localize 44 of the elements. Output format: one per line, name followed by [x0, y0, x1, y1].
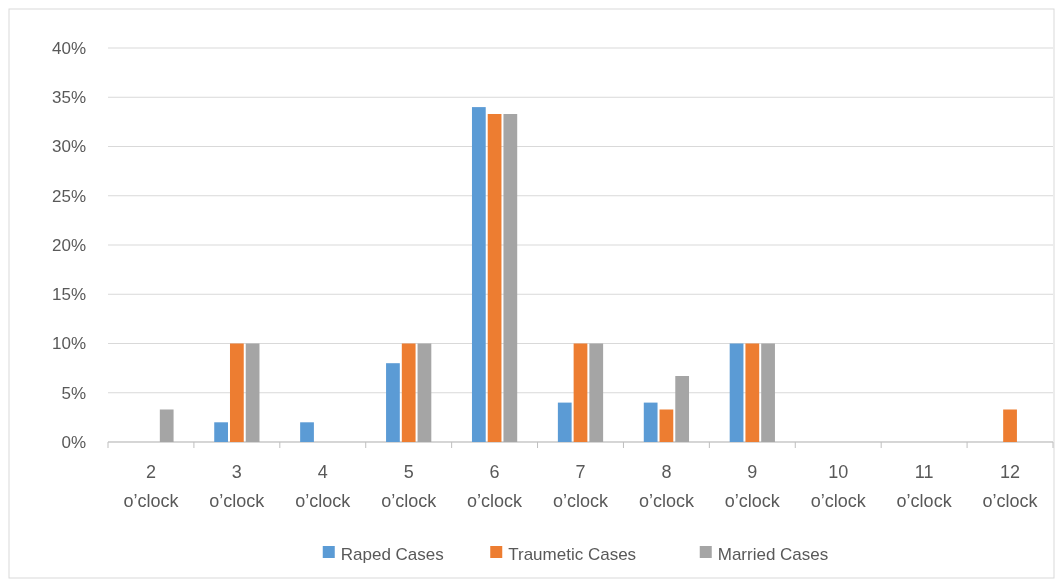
bar [159, 409, 174, 442]
bar [675, 376, 690, 442]
bar [745, 343, 760, 442]
y-tick-label: 20% [51, 235, 86, 255]
bar [1003, 409, 1017, 442]
bar [471, 107, 486, 442]
y-tick-label: 25% [51, 186, 86, 206]
y-tick-label: 5% [61, 383, 86, 403]
y-tick-label: 10% [51, 334, 86, 354]
bar [214, 422, 228, 442]
y-tick-label: 40% [51, 38, 86, 58]
y-tick-label: 35% [51, 88, 86, 108]
x-tick-label: 3 o’clock [209, 462, 266, 511]
legend-label: Traumetic Cases [508, 544, 637, 564]
x-tick-label: 10 o’clock [810, 462, 867, 511]
x-tick-label: 2 o’clock [123, 462, 180, 511]
bar [729, 343, 744, 442]
bar [643, 402, 658, 442]
x-tick-label: 7 o’clock [552, 462, 609, 511]
bar [229, 343, 244, 442]
x-tick-label: 11 o’clock [896, 462, 953, 511]
bar [417, 343, 432, 442]
x-tick-label: 12 o’clock [982, 462, 1039, 511]
y-tick-label: 15% [51, 285, 86, 305]
y-tick-label: 30% [51, 137, 86, 157]
bar [300, 422, 314, 442]
bar [245, 343, 260, 442]
legend-label: Married Cases [717, 544, 829, 564]
bar [557, 402, 572, 442]
legend-label: Raped Cases [340, 544, 444, 564]
bar [659, 409, 674, 442]
bar [573, 343, 588, 442]
bar [487, 114, 502, 442]
bar [386, 363, 400, 442]
x-tick-label: 4 o’clock [295, 462, 352, 511]
bar [589, 343, 604, 442]
x-tick-label: 8 o’clock [638, 462, 695, 511]
y-tick-label: 0% [61, 432, 86, 452]
bar [401, 343, 416, 442]
bar [503, 114, 518, 442]
x-tick-label: 9 o’clock [724, 462, 781, 511]
bar [761, 343, 775, 442]
x-tick-label: 6 o’clock [467, 462, 524, 511]
x-tick-label: 5 o’clock [381, 462, 438, 511]
